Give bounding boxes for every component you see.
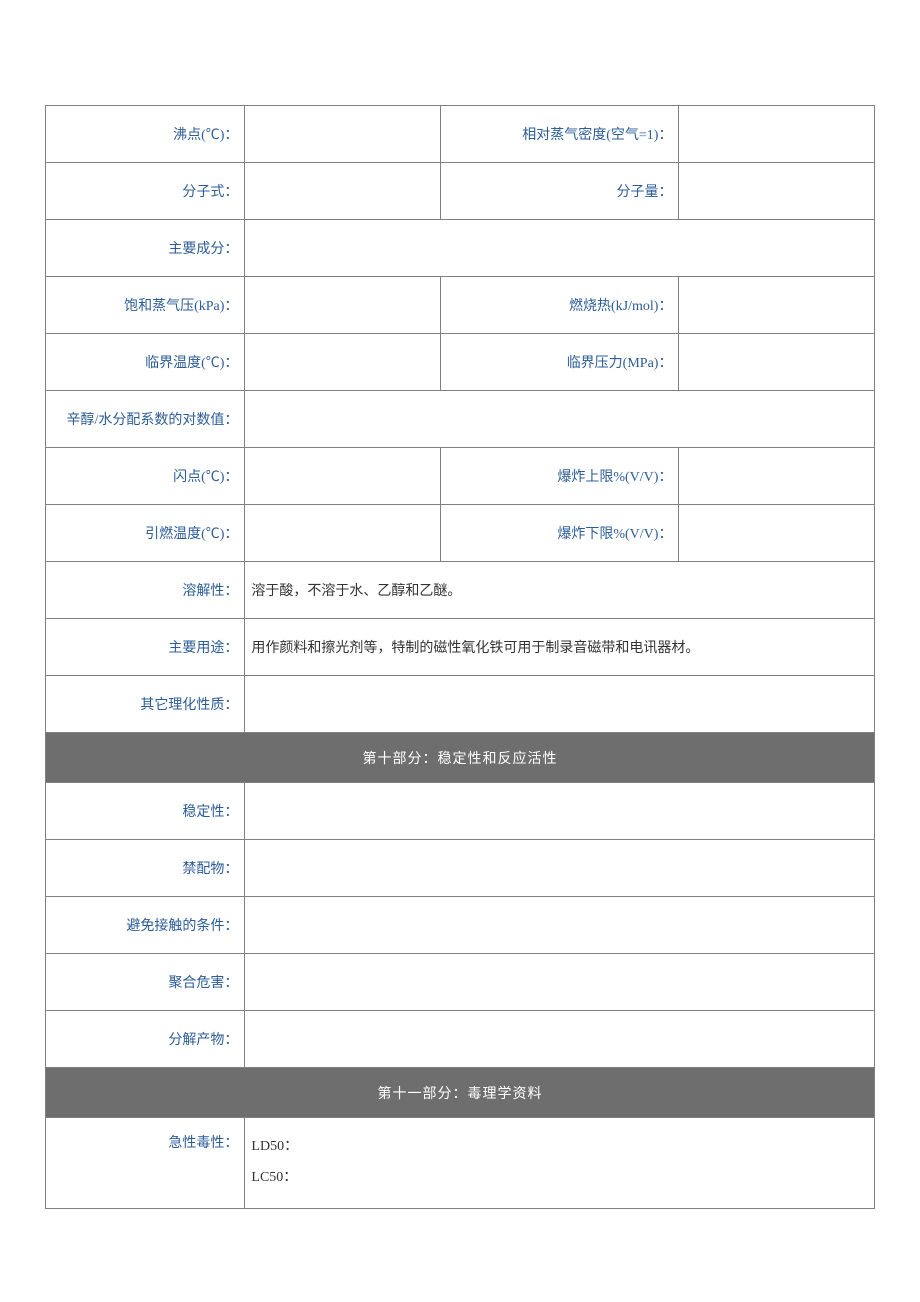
table-row: 禁配物： bbox=[46, 840, 875, 897]
val-acute-toxicity: LD50：LC50： bbox=[245, 1118, 875, 1209]
label-vapor-pressure: 饱和蒸气压(kPa)： bbox=[46, 277, 245, 334]
val-critical-temp bbox=[245, 334, 441, 391]
val-stability bbox=[245, 783, 875, 840]
val-molecular-formula bbox=[245, 163, 441, 220]
table-row: 溶解性： 溶于酸，不溶于水、乙醇和乙醚。 bbox=[46, 562, 875, 619]
table-row: 其它理化性质： bbox=[46, 676, 875, 733]
label-logkow: 辛醇/水分配系数的对数值： bbox=[46, 391, 245, 448]
val-flash-point bbox=[245, 448, 441, 505]
section-header-row: 第十一部分：毒理学资料 bbox=[46, 1068, 875, 1118]
val-polymerization bbox=[245, 954, 875, 1011]
table-row: 辛醇/水分配系数的对数值： bbox=[46, 391, 875, 448]
label-ignition-temp: 引燃温度(℃)： bbox=[46, 505, 245, 562]
msds-table: 沸点(℃)： 相对蒸气密度(空气=1)： 分子式： 分子量： 主要成分： 饱和蒸… bbox=[45, 105, 875, 1209]
table-row: 闪点(℃)： 爆炸上限%(V/V)： bbox=[46, 448, 875, 505]
table-row: 主要成分： bbox=[46, 220, 875, 277]
label-other-props: 其它理化性质： bbox=[46, 676, 245, 733]
label-stability: 稳定性： bbox=[46, 783, 245, 840]
table-row: 饱和蒸气压(kPa)： 燃烧热(kJ/mol)： bbox=[46, 277, 875, 334]
section11-title: 第十一部分：毒理学资料 bbox=[46, 1068, 875, 1118]
label-critical-temp: 临界温度(℃)： bbox=[46, 334, 245, 391]
label-incompatible: 禁配物： bbox=[46, 840, 245, 897]
val-main-components bbox=[245, 220, 875, 277]
label-acute-toxicity: 急性毒性： bbox=[46, 1118, 245, 1209]
table-row: 急性毒性： LD50：LC50： bbox=[46, 1118, 875, 1209]
label-decomposition: 分解产物： bbox=[46, 1011, 245, 1068]
val-main-uses: 用作颜料和擦光剂等，特制的磁性氧化铁可用于制录音磁带和电讯器材。 bbox=[245, 619, 875, 676]
label-uel: 爆炸上限%(V/V)： bbox=[440, 448, 679, 505]
table-row: 聚合危害： bbox=[46, 954, 875, 1011]
label-molecular-weight: 分子量： bbox=[440, 163, 679, 220]
val-avoid-conditions bbox=[245, 897, 875, 954]
label-polymerization: 聚合危害： bbox=[46, 954, 245, 1011]
label-lel: 爆炸下限%(V/V)： bbox=[440, 505, 679, 562]
val-molecular-weight bbox=[679, 163, 875, 220]
label-combustion-heat: 燃烧热(kJ/mol)： bbox=[440, 277, 679, 334]
label-flash-point: 闪点(℃)： bbox=[46, 448, 245, 505]
val-uel bbox=[679, 448, 875, 505]
label-vapor-density: 相对蒸气密度(空气=1)： bbox=[440, 106, 679, 163]
val-critical-pressure bbox=[679, 334, 875, 391]
val-solubility: 溶于酸，不溶于水、乙醇和乙醚。 bbox=[245, 562, 875, 619]
table-row: 避免接触的条件： bbox=[46, 897, 875, 954]
val-vapor-pressure bbox=[245, 277, 441, 334]
label-boiling-point: 沸点(℃)： bbox=[46, 106, 245, 163]
val-decomposition bbox=[245, 1011, 875, 1068]
val-logkow bbox=[245, 391, 875, 448]
label-solubility: 溶解性： bbox=[46, 562, 245, 619]
table-row: 引燃温度(℃)： 爆炸下限%(V/V)： bbox=[46, 505, 875, 562]
table-row: 主要用途： 用作颜料和擦光剂等，特制的磁性氧化铁可用于制录音磁带和电讯器材。 bbox=[46, 619, 875, 676]
label-main-uses: 主要用途： bbox=[46, 619, 245, 676]
label-avoid-conditions: 避免接触的条件： bbox=[46, 897, 245, 954]
val-combustion-heat bbox=[679, 277, 875, 334]
val-boiling-point bbox=[245, 106, 441, 163]
label-molecular-formula: 分子式： bbox=[46, 163, 245, 220]
section-header-row: 第十部分：稳定性和反应活性 bbox=[46, 733, 875, 783]
label-critical-pressure: 临界压力(MPa)： bbox=[440, 334, 679, 391]
val-ignition-temp bbox=[245, 505, 441, 562]
val-incompatible bbox=[245, 840, 875, 897]
val-lel bbox=[679, 505, 875, 562]
label-main-components: 主要成分： bbox=[46, 220, 245, 277]
table-row: 稳定性： bbox=[46, 783, 875, 840]
section10-title: 第十部分：稳定性和反应活性 bbox=[46, 733, 875, 783]
table-row: 临界温度(℃)： 临界压力(MPa)： bbox=[46, 334, 875, 391]
table-row: 沸点(℃)： 相对蒸气密度(空气=1)： bbox=[46, 106, 875, 163]
table-row: 分子式： 分子量： bbox=[46, 163, 875, 220]
table-row: 分解产物： bbox=[46, 1011, 875, 1068]
val-other-props bbox=[245, 676, 875, 733]
val-vapor-density bbox=[679, 106, 875, 163]
